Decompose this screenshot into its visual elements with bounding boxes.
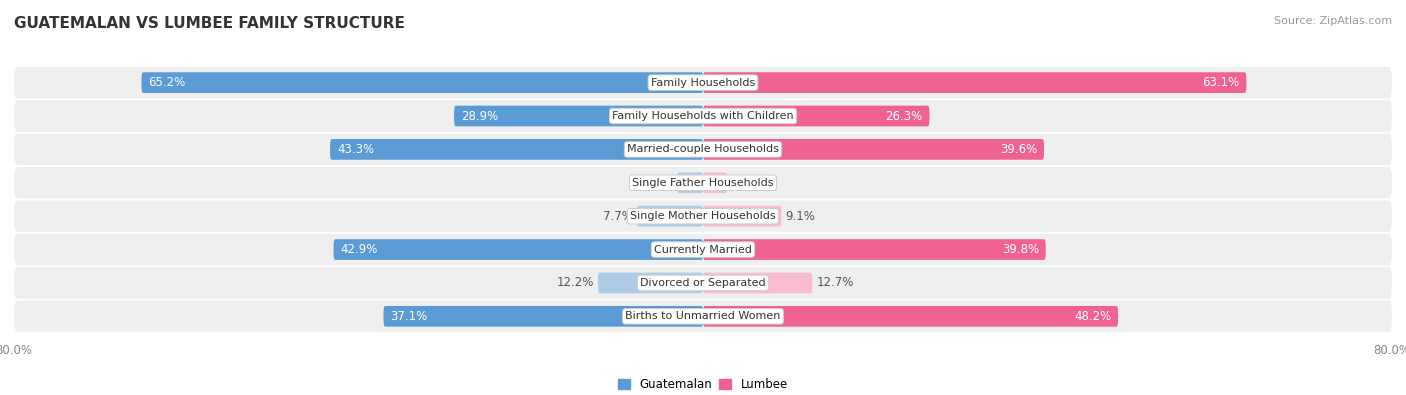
Text: 43.3%: 43.3% xyxy=(337,143,374,156)
FancyBboxPatch shape xyxy=(333,239,703,260)
FancyBboxPatch shape xyxy=(703,206,782,226)
Text: 2.8%: 2.8% xyxy=(731,176,761,189)
Text: 12.7%: 12.7% xyxy=(817,276,853,290)
FancyBboxPatch shape xyxy=(14,234,1392,265)
Text: 37.1%: 37.1% xyxy=(391,310,427,323)
FancyBboxPatch shape xyxy=(678,173,703,193)
Text: 3.0%: 3.0% xyxy=(643,176,673,189)
Text: Married-couple Households: Married-couple Households xyxy=(627,145,779,154)
FancyBboxPatch shape xyxy=(637,206,703,226)
Text: Family Households with Children: Family Households with Children xyxy=(612,111,794,121)
Legend: Guatemalan, Lumbee: Guatemalan, Lumbee xyxy=(613,373,793,395)
Text: 7.7%: 7.7% xyxy=(603,210,633,223)
FancyBboxPatch shape xyxy=(14,267,1392,299)
Text: 28.9%: 28.9% xyxy=(461,109,498,122)
FancyBboxPatch shape xyxy=(14,167,1392,198)
Text: Divorced or Separated: Divorced or Separated xyxy=(640,278,766,288)
Text: 39.8%: 39.8% xyxy=(1001,243,1039,256)
FancyBboxPatch shape xyxy=(14,201,1392,232)
Text: Family Households: Family Households xyxy=(651,78,755,88)
Text: 9.1%: 9.1% xyxy=(786,210,815,223)
FancyBboxPatch shape xyxy=(330,139,703,160)
FancyBboxPatch shape xyxy=(703,139,1045,160)
FancyBboxPatch shape xyxy=(703,306,1118,327)
Text: Currently Married: Currently Married xyxy=(654,245,752,254)
FancyBboxPatch shape xyxy=(703,173,727,193)
Text: GUATEMALAN VS LUMBEE FAMILY STRUCTURE: GUATEMALAN VS LUMBEE FAMILY STRUCTURE xyxy=(14,16,405,31)
FancyBboxPatch shape xyxy=(384,306,703,327)
FancyBboxPatch shape xyxy=(14,100,1392,132)
Text: 65.2%: 65.2% xyxy=(149,76,186,89)
Text: 12.2%: 12.2% xyxy=(557,276,593,290)
Text: 63.1%: 63.1% xyxy=(1202,76,1240,89)
FancyBboxPatch shape xyxy=(703,273,813,293)
FancyBboxPatch shape xyxy=(598,273,703,293)
FancyBboxPatch shape xyxy=(703,72,1246,93)
Text: Single Father Households: Single Father Households xyxy=(633,178,773,188)
Text: 39.6%: 39.6% xyxy=(1000,143,1038,156)
FancyBboxPatch shape xyxy=(14,134,1392,165)
Text: Source: ZipAtlas.com: Source: ZipAtlas.com xyxy=(1274,16,1392,26)
Text: Births to Unmarried Women: Births to Unmarried Women xyxy=(626,311,780,321)
FancyBboxPatch shape xyxy=(14,301,1392,332)
Text: 26.3%: 26.3% xyxy=(886,109,922,122)
FancyBboxPatch shape xyxy=(703,105,929,126)
Text: Single Mother Households: Single Mother Households xyxy=(630,211,776,221)
Text: 48.2%: 48.2% xyxy=(1074,310,1111,323)
Text: 42.9%: 42.9% xyxy=(340,243,378,256)
FancyBboxPatch shape xyxy=(14,67,1392,98)
FancyBboxPatch shape xyxy=(703,239,1046,260)
FancyBboxPatch shape xyxy=(454,105,703,126)
FancyBboxPatch shape xyxy=(142,72,703,93)
